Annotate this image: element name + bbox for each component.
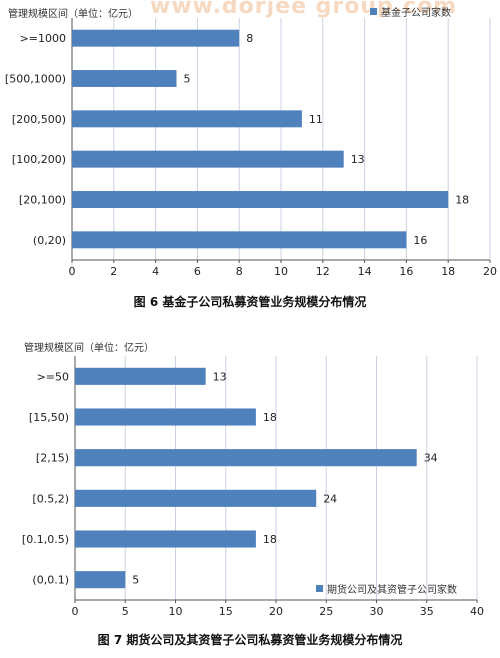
y-tick-label: (0,20)	[33, 234, 66, 247]
bar	[72, 110, 302, 128]
bar	[72, 150, 344, 168]
data-label: 18	[455, 194, 469, 207]
bar	[72, 231, 407, 249]
figure-caption: 图 6 基金子公司私募资管业务规模分布情况	[133, 295, 367, 309]
y-axis-unit-label: 管理规模区间（单位：亿元）	[8, 9, 138, 20]
y-tick-label: [500,1000)	[5, 73, 66, 86]
data-label: 13	[351, 153, 365, 166]
y-tick-label: (0,0.1)	[32, 574, 69, 587]
bar	[72, 29, 240, 47]
x-tick-label: 20	[269, 605, 283, 618]
chart-svg: 0 5 10 15 20 25 30 35 40 >=50 13 [15,50) 18 [2,15) 34 […	[22, 356, 484, 618]
y-tick-label: >=1000	[20, 32, 66, 45]
chart-futures-company: 管理规模区间（单位：亿元） 期货公司及其资管子公司家数 0 5 10 15 20 25 30…	[0, 336, 500, 628]
data-label: 5	[184, 73, 191, 86]
data-label: 34	[424, 452, 438, 465]
y-tick-label: >=50	[37, 370, 69, 383]
x-tick-label: 10	[169, 605, 183, 618]
x-tick-label: 0	[72, 605, 79, 618]
data-label: 13	[213, 370, 227, 383]
x-tick-label: 14	[358, 265, 372, 278]
x-tick-label: 40	[470, 605, 484, 618]
chart-svg: 0 2 4 6 8 10 12 14 16 18 20 >=1000 8 [500,1000) 5 [200,…	[5, 18, 497, 278]
y-tick-label: [20,100)	[19, 194, 66, 207]
legend-label: 期货公司及其资管子公司家数	[327, 585, 457, 596]
y-axis-unit-label: 管理规模区间（单位：亿元）	[24, 343, 154, 354]
x-tick-label: 5	[122, 605, 129, 618]
x-tick-label: 35	[420, 605, 434, 618]
y-tick-label: [200,500)	[12, 113, 66, 126]
bar	[75, 367, 206, 385]
data-label: 24	[323, 492, 337, 505]
y-tick-label: [0.1,0.5)	[22, 533, 69, 546]
x-tick-label: 2	[110, 265, 117, 278]
x-tick-label: 6	[194, 265, 201, 278]
bar	[75, 530, 256, 548]
y-tick-label: [100,200)	[12, 153, 66, 166]
figure-caption: 图 7 期货公司及其资管子公司私募资管业务规模分布情况	[97, 633, 403, 647]
x-tick-label: 16	[399, 265, 413, 278]
bar	[72, 191, 449, 208]
x-tick-label: 25	[319, 605, 333, 618]
data-label: 5	[132, 574, 139, 587]
bar	[75, 571, 126, 589]
x-tick-label: 18	[441, 265, 455, 278]
legend-label: 基金子公司家数	[381, 8, 451, 19]
chart-fund-subsidiary: 管理规模区间（单位：亿元） 基金子公司家数 0 2 4 6 8 10 12 14 16 18 20 >…	[0, 0, 500, 296]
bar	[75, 489, 317, 507]
x-tick-label: 12	[316, 265, 330, 278]
y-tick-label: [2,15)	[36, 452, 69, 465]
data-label: 8	[246, 32, 253, 45]
x-tick-label: 15	[219, 605, 233, 618]
data-label: 18	[263, 411, 277, 424]
bar	[75, 449, 417, 467]
data-label: 11	[309, 113, 323, 126]
bar	[75, 408, 256, 426]
x-tick-label: 8	[236, 265, 243, 278]
y-tick-label: [0.5,2)	[32, 492, 69, 505]
watermark-text: www.dorjee group.com	[150, 0, 458, 19]
x-tick-label: 0	[69, 265, 76, 278]
legend: 期货公司及其资管子公司家数	[316, 581, 457, 596]
x-tick-label: 10	[274, 265, 288, 278]
x-tick-label: 4	[152, 265, 159, 278]
x-tick-label: 20	[483, 265, 497, 278]
x-tick-label: 30	[370, 605, 384, 618]
legend: 基金子公司家数	[370, 4, 451, 19]
legend-swatch-icon	[316, 585, 323, 592]
y-tick-label: [15,50)	[29, 411, 69, 424]
data-label: 18	[263, 533, 277, 546]
legend-swatch-icon	[370, 8, 377, 15]
bar	[72, 70, 177, 87]
data-label: 16	[413, 234, 427, 247]
